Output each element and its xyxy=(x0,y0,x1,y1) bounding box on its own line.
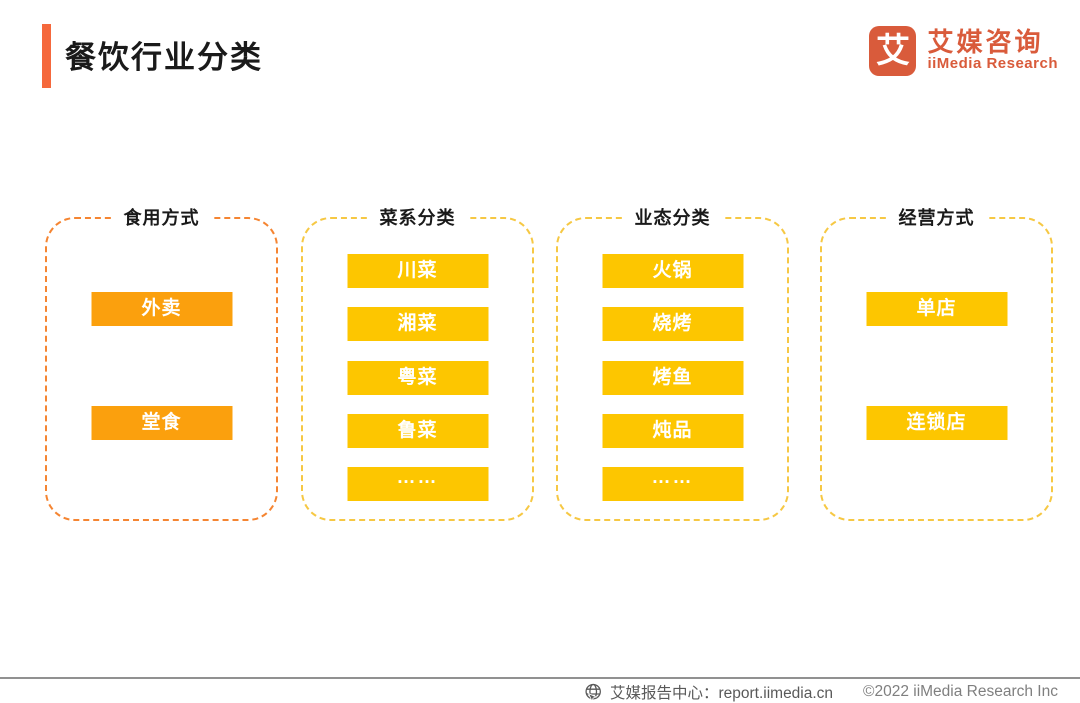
category-label: 连锁店 xyxy=(906,412,967,433)
category-label: …… xyxy=(651,467,694,488)
category-box: 堂食 xyxy=(91,406,232,440)
category-label: 烤鱼 xyxy=(652,367,693,388)
category-box: 单店 xyxy=(866,292,1007,326)
category-box: …… xyxy=(602,467,743,501)
footer: 艾媒报告中心：report.iimedia.cn ©2022 iiMedia R… xyxy=(584,682,1058,702)
globe-cursor-icon xyxy=(585,683,601,702)
group-title: 食用方式 xyxy=(111,204,212,230)
category-box: 炖品 xyxy=(602,414,743,448)
category-label: 湘菜 xyxy=(397,313,438,334)
category-label: 外卖 xyxy=(141,298,182,319)
category-label: 单店 xyxy=(916,298,957,319)
category-box: 烤鱼 xyxy=(602,361,743,395)
brand-logo: 艾 艾媒咨询 iiMedia Research xyxy=(869,26,1058,76)
category-label: 烧烤 xyxy=(652,313,693,334)
logo-name-cn: 艾媒咨询 xyxy=(927,27,1044,58)
group-title: 菜系分类 xyxy=(367,204,468,230)
group-4: 经营方式 单店 连锁店 xyxy=(820,204,1053,521)
category-label: 炖品 xyxy=(652,420,693,441)
category-label: 火锅 xyxy=(652,260,693,281)
category-label: 堂食 xyxy=(141,412,182,433)
category-label: 鲁菜 xyxy=(397,420,438,441)
group-3: 业态分类火锅烧烤烤鱼炖品 …… xyxy=(556,204,789,521)
category-label: …… xyxy=(396,467,439,488)
group-1: 食用方式 外卖 堂食 xyxy=(45,204,278,521)
page-title: 餐饮行业分类 xyxy=(65,40,263,75)
category-box: 川菜 xyxy=(347,254,488,288)
group-2: 菜系分类川菜湘菜粤菜鲁菜 …… xyxy=(301,204,534,521)
group-title: 业态分类 xyxy=(622,204,723,230)
category-label: 川菜 xyxy=(397,260,438,281)
category-box: 连锁店 xyxy=(866,406,1007,440)
category-box: 鲁菜 xyxy=(347,414,488,448)
title-accent-bar xyxy=(42,24,51,88)
logo-glyph: 艾 xyxy=(875,32,910,70)
footer-copyright: ©2022 iiMedia Research Inc xyxy=(863,683,1058,700)
category-box: …… xyxy=(347,467,488,501)
group-title: 经营方式 xyxy=(886,204,987,230)
category-box: 烧烤 xyxy=(602,307,743,341)
iimedia-logo-icon: 艾 xyxy=(869,26,917,76)
footer-divider xyxy=(0,677,1080,679)
logo-name-en: iiMedia Research xyxy=(927,55,1058,73)
category-box: 湘菜 xyxy=(347,307,488,341)
category-box: 粤菜 xyxy=(347,361,488,395)
category-box: 外卖 xyxy=(91,292,232,326)
category-box: 火锅 xyxy=(602,254,743,288)
category-label: 粤菜 xyxy=(397,367,438,388)
logo-text: 艾媒咨询 iiMedia Research xyxy=(927,27,1058,73)
footer-report-center: 艾媒报告中心：report.iimedia.cn xyxy=(609,685,834,702)
